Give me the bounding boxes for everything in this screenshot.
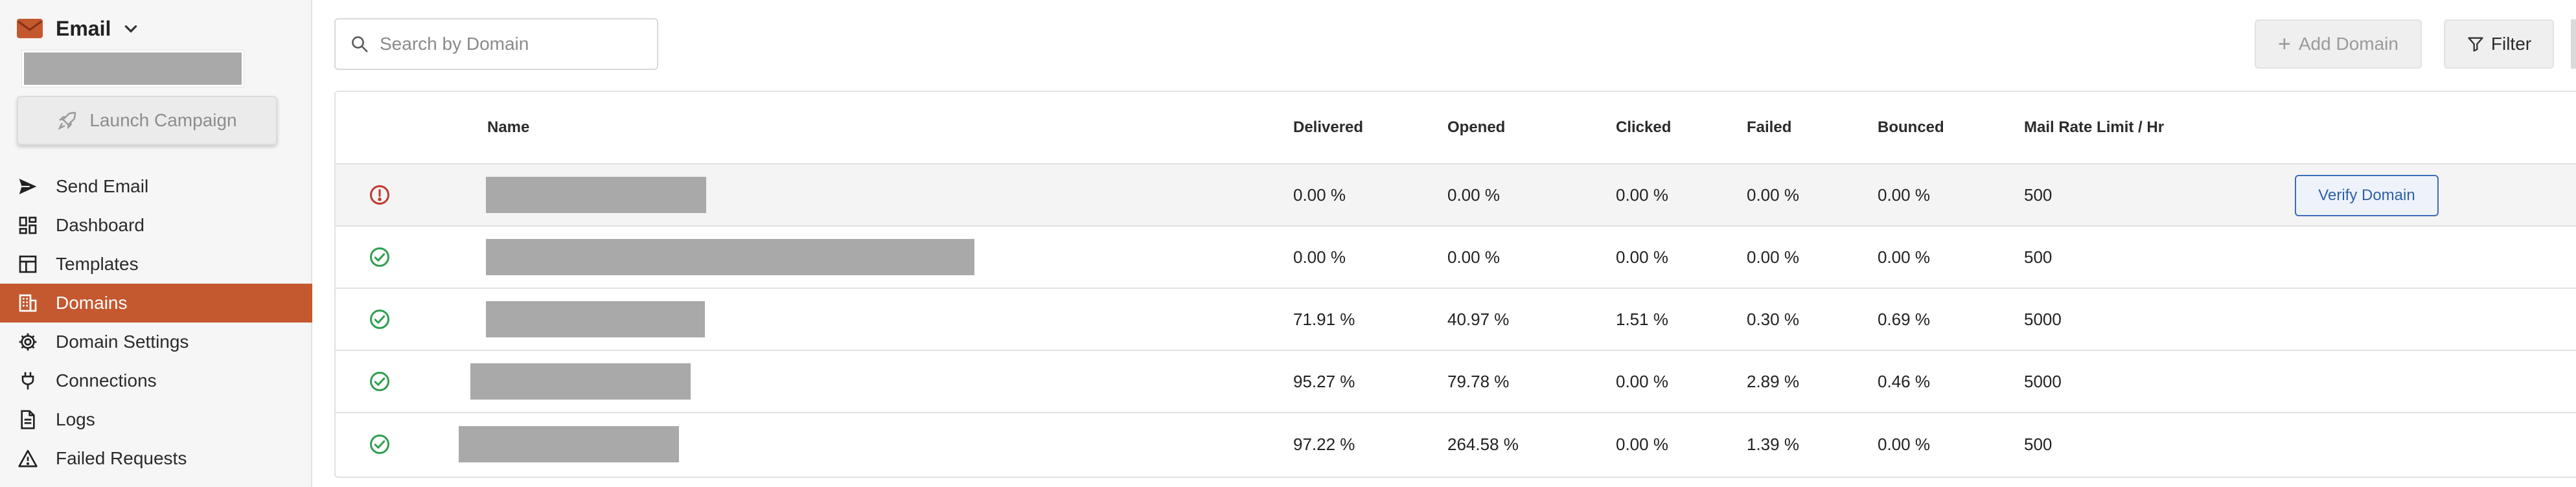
search-box[interactable] xyxy=(334,18,658,70)
rate-limit-cell: 5000 xyxy=(2024,371,2062,391)
warning-icon xyxy=(17,447,39,470)
account-selector[interactable] xyxy=(21,50,244,87)
sidebar-item-dashboard[interactable]: Dashboard xyxy=(0,206,312,245)
launch-campaign-button[interactable]: Launch Campaign xyxy=(17,96,277,145)
gear-icon xyxy=(17,331,39,353)
rate-limit-cell: 5000 xyxy=(2024,309,2062,329)
domain-name-redacted xyxy=(486,177,706,213)
plus-icon: + xyxy=(2278,32,2291,56)
domain-name-redacted xyxy=(486,301,705,337)
bounced-cell: 0.46 % xyxy=(1878,371,1930,391)
delivered-cell: 0.00 % xyxy=(1293,185,1346,205)
sidebar-item-label: Domains xyxy=(56,293,128,313)
envelope-icon xyxy=(17,19,43,38)
opened-cell: 0.00 % xyxy=(1447,185,1500,205)
check-circle-icon xyxy=(370,435,389,454)
check-circle-icon xyxy=(370,310,389,329)
table-row[interactable]: 71.91 % 40.97 % 1.51 % 0.30 % 0.69 % 500… xyxy=(336,289,2576,351)
templates-icon xyxy=(17,253,39,275)
sidebar-item-label: Dashboard xyxy=(56,215,144,235)
alert-circle-icon xyxy=(370,185,389,205)
sidebar-item-connections[interactable]: Connections xyxy=(0,361,312,400)
delivered-cell: 0.00 % xyxy=(1293,247,1346,267)
sidebar-item-label: Templates xyxy=(56,254,139,274)
rate-limit-cell: 500 xyxy=(2024,434,2053,454)
domains-table: Name Delivered Opened Clicked Failed Bou… xyxy=(334,91,2576,478)
failed-cell: 2.89 % xyxy=(1747,371,1799,391)
sidebar-item-domain-settings[interactable]: Domain Settings xyxy=(0,323,312,361)
clicked-cell: 0.00 % xyxy=(1616,185,1668,205)
clicked-cell: 0.00 % xyxy=(1616,371,1668,391)
failed-cell: 0.30 % xyxy=(1747,309,1799,329)
opened-cell: 40.97 % xyxy=(1447,309,1510,329)
domains-icon xyxy=(17,292,39,314)
rate-limit-cell: 500 xyxy=(2024,247,2053,267)
opened-cell: 0.00 % xyxy=(1447,247,1500,267)
opened-cell: 264.58 % xyxy=(1447,434,1519,454)
column-header-rate-limit[interactable]: Mail Rate Limit / Hr xyxy=(2024,119,2165,136)
column-header-name[interactable]: Name xyxy=(487,119,530,136)
add-domain-label: Add Domain xyxy=(2298,34,2398,54)
failed-cell: 0.00 % xyxy=(1747,247,1799,267)
column-header-bounced[interactable]: Bounced xyxy=(1878,119,1944,136)
dashboard-icon xyxy=(17,214,39,236)
opened-cell: 79.78 % xyxy=(1447,371,1510,391)
search-icon xyxy=(352,36,368,52)
clicked-cell: 0.00 % xyxy=(1616,434,1668,454)
sidebar-item-domains[interactable]: Domains xyxy=(0,284,312,323)
table-row[interactable]: 0.00 % 0.00 % 0.00 % 0.00 % 0.00 % 500 xyxy=(336,227,2576,289)
bounced-cell: 0.69 % xyxy=(1878,309,1930,329)
filter-button[interactable]: Filter xyxy=(2444,19,2554,69)
sidebar-item-label: Failed Requests xyxy=(56,448,187,468)
sidebar-nav: Send Email Dashboard Templates Domains D… xyxy=(0,167,312,478)
column-header-clicked[interactable]: Clicked xyxy=(1616,119,1672,136)
sidebar-item-label: Send Email xyxy=(56,176,149,196)
sidebar-item-label: Logs xyxy=(56,409,95,429)
chevron-down-icon xyxy=(125,25,137,33)
domain-name-redacted xyxy=(470,363,691,400)
app-switcher[interactable]: Email xyxy=(17,14,139,43)
domain-name-redacted xyxy=(486,239,974,275)
column-header-failed[interactable]: Failed xyxy=(1747,119,1792,136)
sidebar: Email Launch Campaign Send Email Dashboa… xyxy=(0,0,312,487)
delivered-cell: 97.22 % xyxy=(1293,434,1355,454)
sidebar-item-label: Domain Settings xyxy=(56,332,189,352)
rocket-icon xyxy=(58,111,76,130)
table-row[interactable]: 97.22 % 264.58 % 0.00 % 1.39 % 0.00 % 50… xyxy=(336,413,2576,475)
delivered-cell: 71.91 % xyxy=(1293,309,1355,329)
send-icon xyxy=(17,176,39,198)
table-row[interactable]: 95.27 % 79.78 % 0.00 % 2.89 % 0.46 % 500… xyxy=(336,351,2576,413)
plug-icon xyxy=(17,370,39,392)
sidebar-item-label: Connections xyxy=(56,370,157,391)
document-icon xyxy=(17,409,39,431)
clicked-cell: 1.51 % xyxy=(1616,309,1668,329)
check-circle-icon xyxy=(370,372,389,391)
column-header-opened[interactable]: Opened xyxy=(1447,119,1506,136)
sidebar-item-failed-requests[interactable]: Failed Requests xyxy=(0,439,312,478)
check-circle-icon xyxy=(370,247,389,267)
filter-label: Filter xyxy=(2490,34,2532,54)
bounced-cell: 0.00 % xyxy=(1878,185,1930,205)
domain-name-redacted xyxy=(459,426,679,462)
search-input[interactable] xyxy=(380,34,652,54)
delivered-cell: 95.27 % xyxy=(1293,371,1355,391)
table-header: Name Delivered Opened Clicked Failed Bou… xyxy=(336,92,2576,164)
app-title: Email xyxy=(56,16,111,40)
filter-icon xyxy=(2468,37,2483,52)
bounced-cell: 0.00 % xyxy=(1878,434,1930,454)
add-domain-button[interactable]: + Add Domain xyxy=(2255,19,2422,69)
sidebar-item-templates[interactable]: Templates xyxy=(0,245,312,284)
toolbar-overflow-button[interactable] xyxy=(2571,19,2576,69)
failed-cell: 0.00 % xyxy=(1747,185,1799,205)
launch-campaign-label: Launch Campaign xyxy=(89,110,237,130)
bounced-cell: 0.00 % xyxy=(1878,247,1930,267)
verify-domain-button[interactable]: Verify Domain xyxy=(2295,175,2439,216)
rate-limit-cell: 500 xyxy=(2024,185,2053,205)
sidebar-item-send-email[interactable]: Send Email xyxy=(0,167,312,206)
sidebar-item-logs[interactable]: Logs xyxy=(0,400,312,439)
column-header-delivered[interactable]: Delivered xyxy=(1293,119,1364,136)
clicked-cell: 0.00 % xyxy=(1616,247,1668,267)
failed-cell: 1.39 % xyxy=(1747,434,1799,454)
table-row[interactable]: 0.00 % 0.00 % 0.00 % 0.00 % 0.00 % 500 V… xyxy=(336,164,2576,227)
